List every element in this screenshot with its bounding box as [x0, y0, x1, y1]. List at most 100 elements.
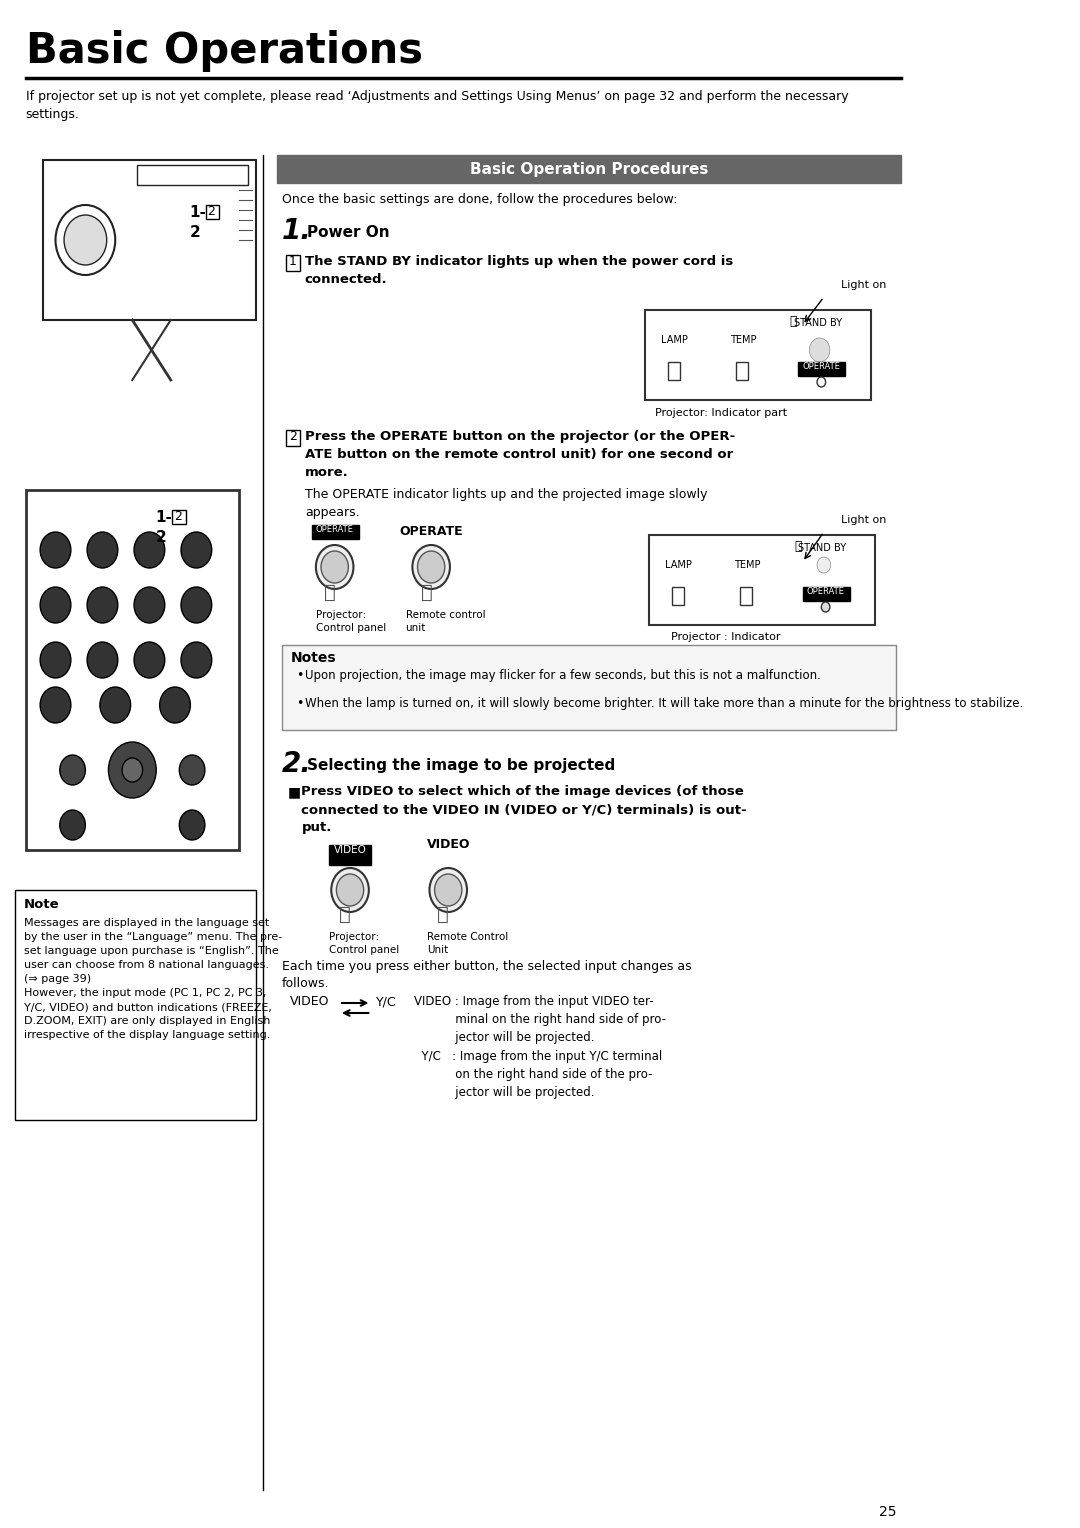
- Circle shape: [59, 755, 85, 785]
- Bar: [667, 362, 679, 380]
- Circle shape: [818, 377, 825, 387]
- Bar: [286, 429, 299, 446]
- Text: OPERATE: OPERATE: [315, 526, 353, 533]
- Text: Basic Operation Procedures: Basic Operation Procedures: [470, 162, 708, 177]
- Text: 1: 1: [289, 255, 297, 267]
- Circle shape: [332, 868, 369, 912]
- Text: TEMP: TEMP: [729, 335, 756, 345]
- Text: 2: 2: [207, 205, 215, 219]
- Text: Notes: Notes: [291, 651, 336, 665]
- Text: 2: 2: [189, 225, 200, 240]
- Text: Projector:
Control panel: Projector: Control panel: [328, 932, 399, 955]
- Bar: [312, 526, 359, 539]
- Text: ⏻: ⏻: [789, 315, 797, 329]
- Bar: [15, 889, 256, 1120]
- Text: 2: 2: [289, 429, 297, 443]
- Text: Upon projection, the image may flicker for a few seconds, but this is not a malf: Upon projection, the image may flicker f…: [305, 669, 821, 681]
- Text: Press VIDEO to select which of the image devices (of those
connected to the VIDE: Press VIDEO to select which of the image…: [301, 785, 747, 834]
- Text: OPERATE: OPERATE: [400, 526, 463, 538]
- Circle shape: [40, 642, 71, 678]
- Bar: [286, 255, 299, 270]
- Circle shape: [87, 587, 118, 623]
- Circle shape: [181, 587, 212, 623]
- Circle shape: [40, 688, 71, 723]
- Circle shape: [181, 642, 212, 678]
- Bar: [645, 310, 870, 400]
- Circle shape: [315, 545, 353, 588]
- Text: Press the OPERATE button on the projector (or the OPER-
ATE button on the remote: Press the OPERATE button on the projecto…: [305, 429, 735, 478]
- Bar: [735, 362, 748, 380]
- Text: Y/C   : Image from the input Y/C terminal
           on the right hand side of t: Y/C : Image from the input Y/C terminal …: [414, 1050, 662, 1099]
- Circle shape: [87, 642, 118, 678]
- Text: 👍: 👍: [421, 584, 433, 602]
- Text: Light on: Light on: [841, 515, 887, 526]
- Text: Messages are displayed in the language set
by the user in the “Language” menu. T: Messages are displayed in the language s…: [24, 918, 282, 1041]
- Text: VIDEO: VIDEO: [427, 837, 470, 851]
- Circle shape: [40, 532, 71, 568]
- Bar: [798, 362, 846, 376]
- Circle shape: [64, 215, 107, 264]
- Text: STAND BY: STAND BY: [798, 542, 847, 553]
- Bar: [136, 165, 247, 185]
- Bar: [173, 510, 186, 524]
- Text: Note: Note: [24, 898, 59, 911]
- Text: VIDEO: VIDEO: [334, 845, 366, 856]
- Text: ■: ■: [287, 785, 301, 799]
- Text: 2.: 2.: [282, 750, 311, 778]
- Text: Projector:
Control panel: Projector: Control panel: [315, 610, 387, 633]
- Text: Projector : Indicator: Projector : Indicator: [671, 633, 781, 642]
- Text: TEMP: TEMP: [733, 559, 760, 570]
- Circle shape: [181, 532, 212, 568]
- Text: 1.: 1.: [282, 217, 311, 244]
- Bar: [672, 587, 684, 605]
- Bar: [740, 587, 752, 605]
- Text: Projector: Indicator part: Projector: Indicator part: [656, 408, 787, 419]
- Circle shape: [99, 688, 131, 723]
- Circle shape: [108, 743, 157, 798]
- Text: 2: 2: [156, 530, 166, 545]
- Text: OPERATE: OPERATE: [807, 587, 845, 596]
- Text: OPERATE: OPERATE: [802, 362, 840, 371]
- Text: Remote control
unit: Remote control unit: [406, 610, 485, 633]
- Circle shape: [430, 868, 467, 912]
- Circle shape: [821, 602, 829, 613]
- Circle shape: [59, 810, 85, 840]
- Circle shape: [55, 205, 116, 275]
- Text: 25: 25: [879, 1505, 896, 1519]
- Circle shape: [321, 552, 349, 584]
- Text: The OPERATE indicator lights up and the projected image slowly
appears.: The OPERATE indicator lights up and the …: [305, 487, 707, 520]
- Bar: [282, 645, 896, 730]
- Text: Basic Operations: Basic Operations: [26, 31, 422, 72]
- Circle shape: [134, 587, 165, 623]
- Bar: [328, 845, 372, 865]
- Circle shape: [40, 587, 71, 623]
- Text: 👍: 👍: [324, 584, 336, 602]
- Bar: [26, 490, 239, 850]
- Circle shape: [179, 810, 205, 840]
- Circle shape: [87, 532, 118, 568]
- Circle shape: [418, 552, 445, 584]
- Text: Selecting the image to be projected: Selecting the image to be projected: [308, 758, 616, 773]
- Text: 👍: 👍: [437, 905, 449, 924]
- Text: 👍: 👍: [339, 905, 351, 924]
- Circle shape: [160, 688, 190, 723]
- Text: When the lamp is turned on, it will slowly become brighter. It will take more th: When the lamp is turned on, it will slow…: [305, 697, 1023, 711]
- Circle shape: [179, 755, 205, 785]
- Text: LAMP: LAMP: [665, 559, 692, 570]
- Bar: [278, 154, 901, 183]
- Text: VIDEO: VIDEO: [291, 995, 329, 1008]
- Circle shape: [336, 874, 364, 906]
- Bar: [406, 520, 453, 536]
- Circle shape: [818, 558, 831, 573]
- Text: LAMP: LAMP: [661, 335, 688, 345]
- Text: •: •: [296, 669, 303, 681]
- Text: Remote Control
Unit: Remote Control Unit: [427, 932, 508, 955]
- Text: 2: 2: [174, 510, 183, 523]
- Bar: [206, 205, 219, 219]
- Text: •: •: [296, 697, 303, 711]
- Text: Light on: Light on: [841, 280, 887, 290]
- Text: 1-: 1-: [189, 205, 206, 220]
- Text: VIDEO : Image from the input VIDEO ter-
           minal on the right hand side : VIDEO : Image from the input VIDEO ter- …: [414, 995, 666, 1044]
- Text: Once the basic settings are done, follow the procedures below:: Once the basic settings are done, follow…: [282, 193, 677, 206]
- Text: If projector set up is not yet complete, please read ‘Adjustments and Settings U: If projector set up is not yet complete,…: [26, 90, 848, 121]
